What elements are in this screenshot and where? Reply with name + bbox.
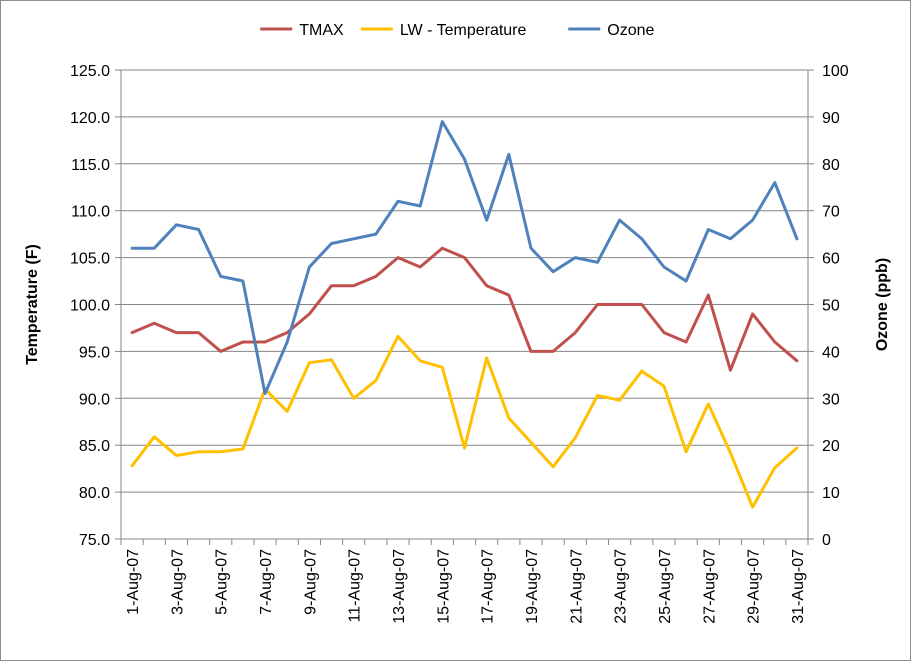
x-tick-label: 3-Aug-07	[169, 549, 186, 615]
y2-tick-label: 90	[822, 110, 840, 127]
y-tick-label: 85.0	[79, 438, 110, 455]
y2-tick-label: 10	[822, 485, 840, 502]
y-tick-label: 95.0	[79, 344, 110, 361]
x-tick-label: 15-Aug-07	[435, 549, 452, 624]
y2-tick-label: 0	[822, 532, 831, 549]
legend-label-lw-temperature: LW - Temperature	[400, 22, 527, 39]
series-line-ozone	[130, 120, 799, 396]
x-tick-label: 13-Aug-07	[391, 549, 408, 624]
y-tick-label: 120.0	[70, 110, 110, 127]
y-tick-label: 80.0	[79, 485, 110, 502]
x-tick-label: 27-Aug-07	[701, 549, 718, 624]
y-tick-label: 90.0	[79, 391, 110, 408]
right-axis: 0 10 20 30 40 50 60 70 80 90 100	[808, 63, 849, 549]
y2-tick-label: 20	[822, 438, 840, 455]
x-tick-label: 25-Aug-07	[657, 549, 674, 624]
x-axis: 1-Aug-07 3-Aug-07 5-Aug-07 7-Aug-07 9-Aug-07…	[120, 539, 809, 624]
y-axis-title: Temperature (F)	[24, 244, 41, 365]
y-tick-label: 100.0	[70, 298, 110, 315]
x-tick-label: 7-Aug-07	[258, 549, 275, 615]
y2-tick-label: 100	[822, 63, 849, 80]
x-tick-label: 29-Aug-07	[746, 549, 763, 624]
x-tick-label: 11-Aug-07	[347, 549, 364, 623]
y-tick-label: 110.0	[71, 204, 110, 221]
y-tick-label: 75.0	[79, 532, 110, 549]
legend: TMAX LW - Temperature Ozone	[260, 22, 654, 39]
y-tick-label: 115.0	[71, 157, 110, 174]
y2-tick-label: 40	[822, 344, 840, 361]
y-tick-label: 125.0	[70, 63, 110, 80]
legend-label-ozone: Ozone	[607, 22, 654, 39]
x-tick-label: 5-Aug-07	[214, 549, 231, 615]
x-tick-label: 23-Aug-07	[613, 549, 630, 624]
x-tick-label: 1-Aug-07	[125, 549, 142, 615]
x-tick-label: 31-Aug-07	[790, 549, 807, 624]
x-tick-label: 9-Aug-07	[302, 549, 319, 615]
legend-label-tmax: TMAX	[299, 22, 344, 39]
x-tick-label: 17-Aug-07	[480, 549, 497, 624]
y2-tick-label: 70	[822, 204, 840, 221]
series-layer	[130, 120, 799, 509]
series-line-tmax	[130, 246, 799, 372]
x-tick-label: 19-Aug-07	[524, 549, 541, 624]
x-tick-label: 21-Aug-07	[568, 549, 585, 624]
y2-tick-label: 50	[822, 298, 840, 315]
y2-axis-title: Ozone (ppb)	[874, 258, 891, 351]
left-axis: 75.0 80.0 85.0 90.0 95.0 100.0 105.0 110.0 115.0…	[70, 63, 121, 549]
y2-tick-label: 80	[822, 157, 840, 174]
series-line-lw-temperature	[130, 334, 799, 509]
y2-tick-label: 30	[822, 391, 840, 408]
y2-tick-label: 60	[822, 251, 840, 268]
y-tick-label: 105.0	[70, 251, 110, 268]
